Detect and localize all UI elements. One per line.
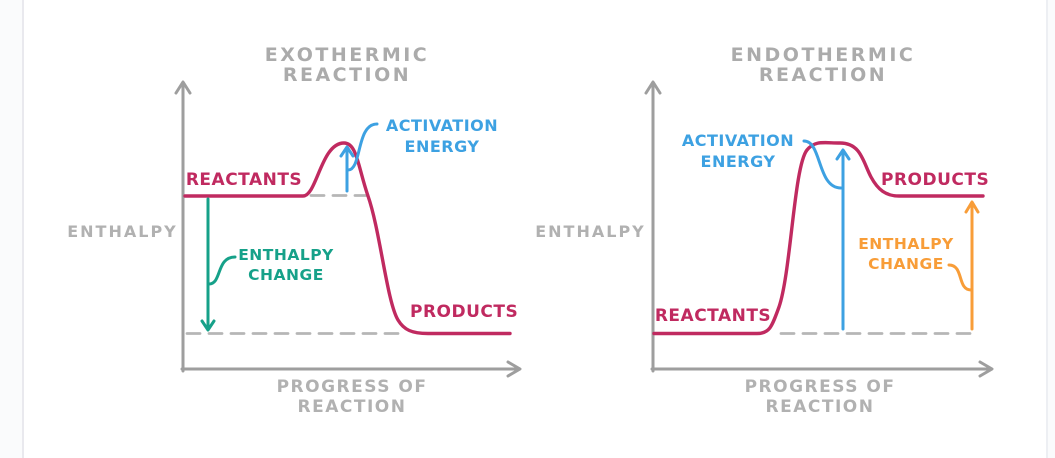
exothermic-y-axis-label: ENTHALPY: [67, 222, 178, 241]
activation-label-line1: ACTIVATION: [681, 131, 795, 150]
exothermic-energy-curve: [183, 141, 512, 336]
enthalpy-change-label-line2: CHANGE: [868, 255, 944, 273]
activation-label-connector: [346, 122, 379, 172]
exothermic-x-axis-label: PROGRESS OF REACTION: [276, 377, 428, 417]
endothermic-reactants-label: REACTANTS: [654, 306, 772, 326]
activation-label-line1: ACTIVATION: [385, 116, 499, 135]
exothermic-activation-label: ACTIVATION ENERGY: [376, 115, 508, 157]
exothermic-axes: [174, 80, 522, 378]
enthalpy-change-label-line1: ENTHALPY: [238, 246, 334, 264]
endothermic-y-axis-label: ENTHALPY: [535, 222, 646, 241]
endothermic-axes: [644, 80, 994, 378]
endothermic-products-label: PRODUCTS: [881, 170, 990, 190]
y-axis-arrow-icon: [174, 80, 192, 95]
x-axis-arrow-icon: [506, 360, 522, 378]
endothermic-title: ENDOTHERMIC REACTION: [730, 44, 916, 86]
activation-label-connector: [802, 139, 843, 190]
exothermic-enthalpy-change-arrow: [200, 197, 237, 332]
enthalpy-change-arrowhead-icon: [200, 319, 216, 332]
exothermic-enthalpy-change-label: ENTHALPY CHANGE: [233, 245, 339, 285]
endothermic-enthalpy-change-arrow: [947, 200, 980, 331]
enthalpy-change-label-line2: CHANGE: [248, 266, 324, 284]
endothermic-activation-arrow: [802, 139, 851, 331]
activation-label-line2: ENERGY: [404, 137, 480, 156]
enthalpy-change-arrowhead-icon: [964, 200, 980, 214]
enthalpy-change-label-line1: ENTHALPY: [858, 235, 954, 253]
endothermic-activation-label: ACTIVATION ENERGY: [674, 130, 802, 172]
activation-arrowhead-icon: [835, 148, 851, 161]
y-axis-arrow-icon: [644, 80, 662, 95]
activation-arrowhead-icon: [339, 145, 355, 158]
exothermic-activation-arrow: [339, 122, 379, 193]
x-axis-arrow-icon: [978, 360, 994, 378]
exothermic-title: EXOTHERMIC REACTION: [264, 44, 430, 86]
enthalpy-change-label-connector: [207, 255, 237, 286]
activation-label-line2: ENERGY: [700, 152, 776, 171]
endothermic-enthalpy-change-label: ENTHALPY CHANGE: [854, 234, 958, 274]
exothermic-products-label: PRODUCTS: [410, 302, 519, 322]
endothermic-x-axis-label: PROGRESS OF REACTION: [744, 377, 896, 417]
enthalpy-change-label-connector: [947, 263, 973, 292]
exothermic-reactants-label: REACTANTS: [185, 170, 303, 190]
exothermic-dashed-lines: [185, 194, 409, 335]
figure-card: [22, 0, 1048, 458]
